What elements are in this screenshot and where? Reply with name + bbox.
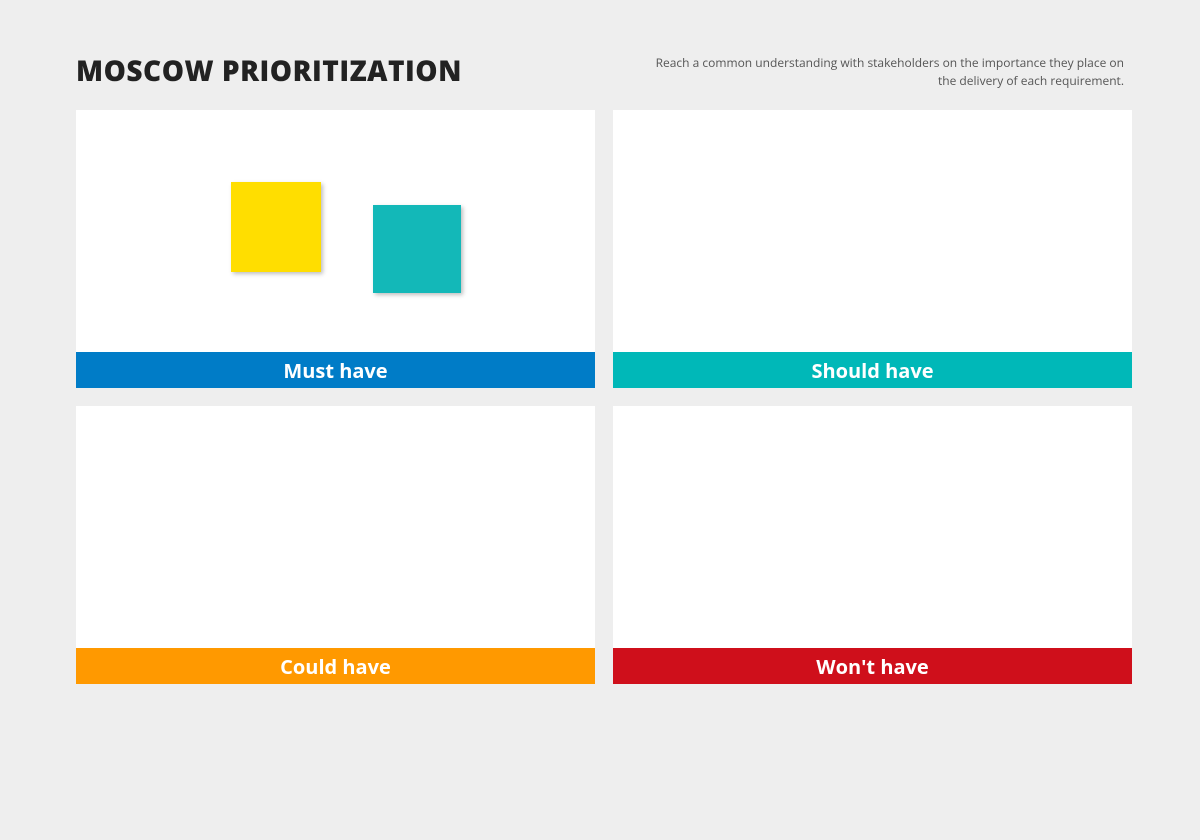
quadrant-must-have[interactable]: Must have bbox=[76, 110, 595, 388]
panel-wont-have[interactable] bbox=[613, 406, 1132, 648]
quadrant-could-have[interactable]: Could have bbox=[76, 406, 595, 684]
page-title: MOSCOW PRIORITIZATION bbox=[76, 52, 462, 90]
label-wont-have: Won't have bbox=[613, 648, 1132, 684]
moscow-canvas: MOSCOW PRIORITIZATION Reach a common und… bbox=[0, 0, 1200, 840]
sticky-note[interactable] bbox=[231, 182, 321, 272]
label-could-have: Could have bbox=[76, 648, 595, 684]
sticky-note[interactable] bbox=[373, 205, 461, 293]
page-subtitle: Reach a common understanding with stakeh… bbox=[644, 54, 1124, 90]
quadrant-grid: Must have Should have Could have Won't h… bbox=[76, 110, 1132, 684]
quadrant-wont-have[interactable]: Won't have bbox=[613, 406, 1132, 684]
label-should-have: Should have bbox=[613, 352, 1132, 388]
quadrant-should-have[interactable]: Should have bbox=[613, 110, 1132, 388]
label-must-have: Must have bbox=[76, 352, 595, 388]
header: MOSCOW PRIORITIZATION Reach a common und… bbox=[76, 52, 1124, 90]
panel-should-have[interactable] bbox=[613, 110, 1132, 352]
panel-must-have[interactable] bbox=[76, 110, 595, 352]
panel-could-have[interactable] bbox=[76, 406, 595, 648]
